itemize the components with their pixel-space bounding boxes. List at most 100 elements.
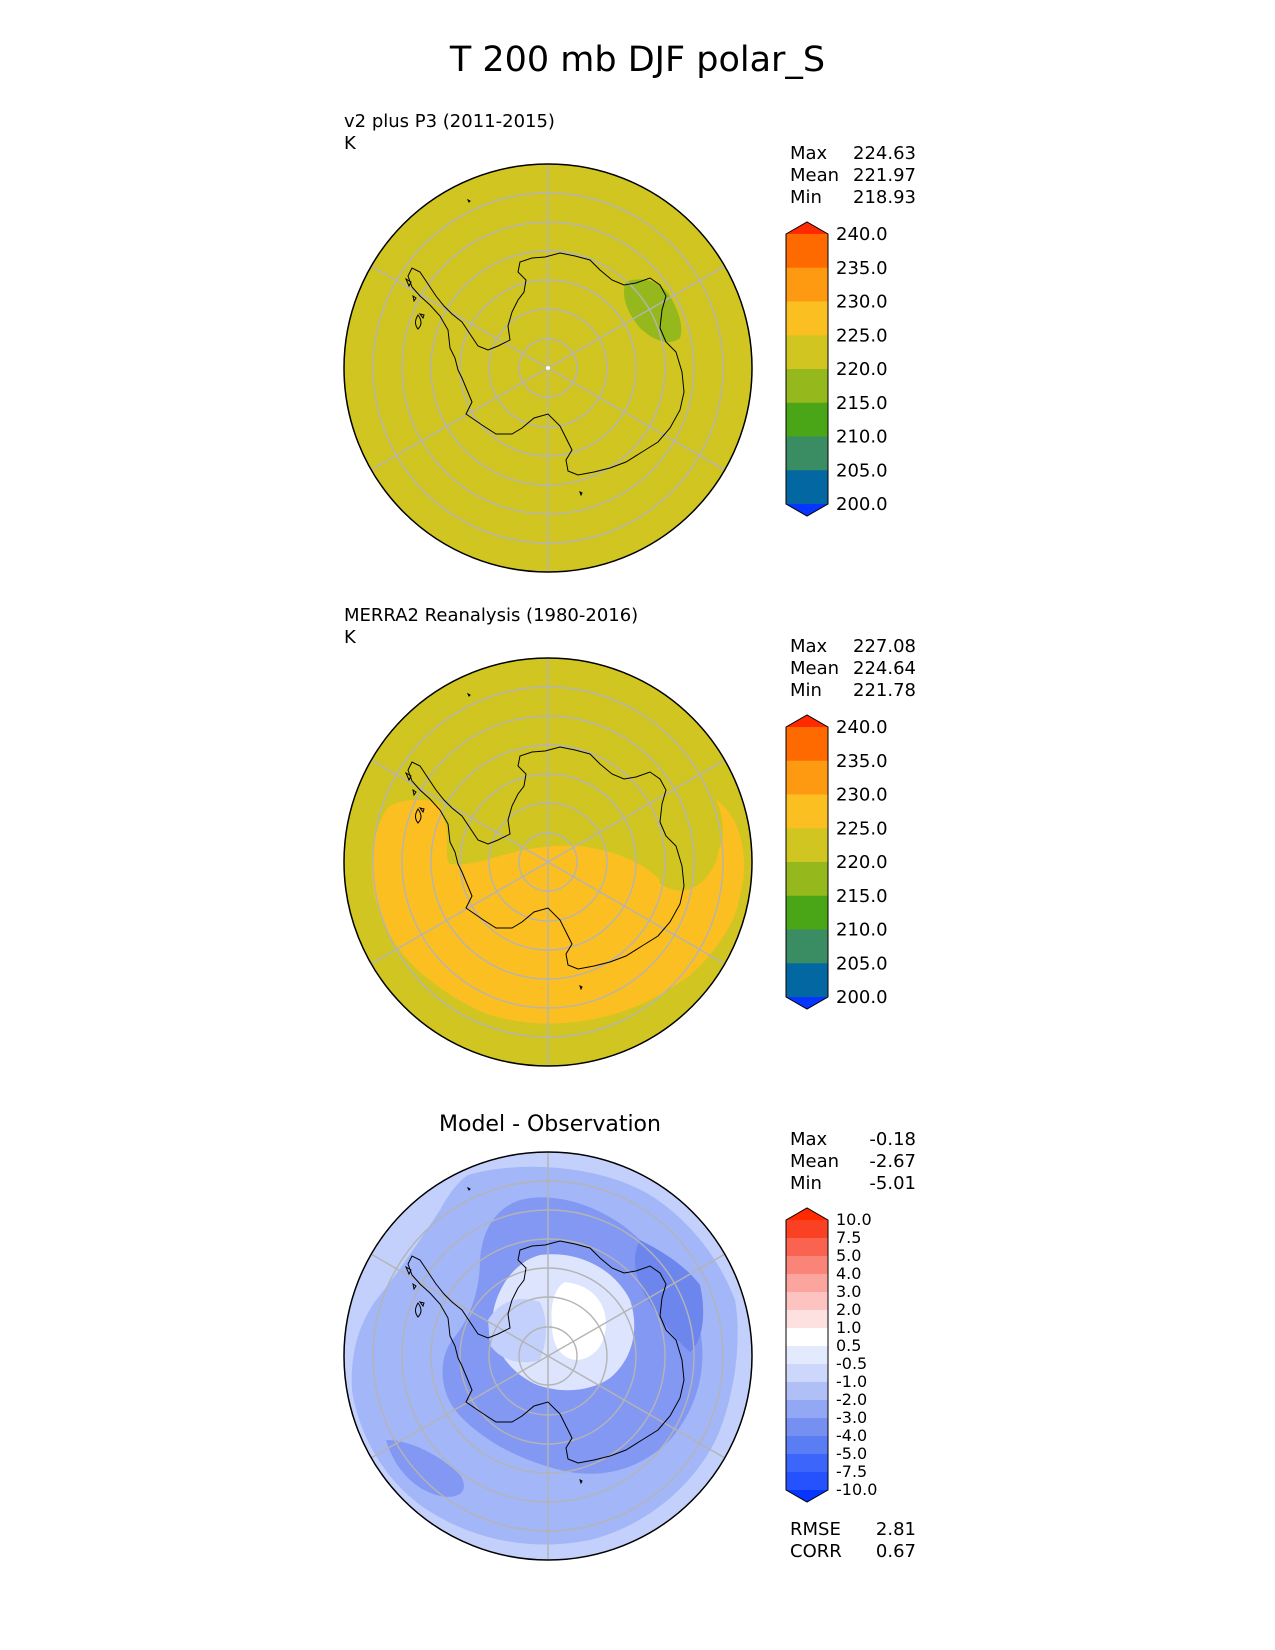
panel2-colorbar-tick-label: 200.0	[836, 987, 888, 1008]
panel3-colorbar-tick-label: -10.0	[836, 1480, 877, 1499]
panel3-colorbar-tick-label: -3.0	[836, 1408, 867, 1427]
panel3-colorbar-extend-min	[786, 1490, 828, 1502]
panel3-metrics: RMSE 2.81 CORR 0.67	[790, 1519, 916, 1563]
panel1-field-background	[344, 164, 752, 572]
panel3-colorbar-bin	[786, 1238, 828, 1257]
panel1-colorbar-extend-min	[786, 504, 828, 516]
panel1-stats: Max 224.63 Mean 221.97 Min 218.93	[790, 143, 916, 209]
panel3-colorbar: -10.0-7.5-5.0-4.0-3.0-2.0-1.0-0.50.51.02…	[785, 1207, 877, 1503]
panel1-map-border	[343, 163, 753, 573]
panel3-stat-mean: Mean -2.67	[790, 1151, 916, 1172]
panel3-stats: Max -0.18 Mean -2.67 Min -5.01	[790, 1129, 916, 1195]
panel1-colorbar-tick-label: 230.0	[836, 292, 888, 313]
panel2-units: K	[344, 627, 356, 648]
panel3-colorbar-bin	[786, 1220, 828, 1239]
panel3-colorbar-tick-label: 4.0	[836, 1264, 861, 1283]
panel2-colorbar-extend-max	[786, 715, 828, 727]
panel2-map-border	[343, 657, 753, 1067]
panel1-colorbar-tick-label: 200.0	[836, 494, 888, 515]
panel3-colorbar-bin	[786, 1382, 828, 1401]
panel2-map	[343, 657, 753, 1067]
panel3-map-border	[343, 1151, 753, 1561]
panel1-map	[343, 163, 753, 573]
panel1-field-green-east	[623, 279, 682, 343]
panel1-colorbar-outline	[785, 221, 829, 517]
panel3-colorbar-extend-max	[786, 1208, 828, 1220]
panel1-colorbar-bin	[786, 436, 828, 471]
panel2-colorbar-tick-label: 225.0	[836, 818, 888, 839]
panel2-colorbar-tick-label: 210.0	[836, 920, 888, 941]
panel3-field-dark-southwest	[386, 1440, 464, 1497]
panel3-colorbar-outline	[785, 1207, 829, 1503]
panel1-colorbar-bin	[786, 369, 828, 404]
panel1-colorbar-bin	[786, 402, 828, 438]
panel3-colorbar-tick-label: -0.5	[836, 1354, 867, 1373]
panel3-colorbar-tick-label: -7.5	[836, 1462, 867, 1481]
panel1-colorbar-tick-label: 240.0	[836, 224, 888, 245]
panel3-colorbar-bin	[786, 1328, 828, 1347]
figure-title: T 200 mb DJF polar_S	[449, 40, 826, 80]
panel2-colorbar-bin	[786, 760, 828, 796]
panel1-colorbar-bin	[786, 267, 828, 303]
panel2-colorbar-tick-label: 240.0	[836, 717, 888, 738]
panel1-colorbar-tick-label: 210.0	[836, 427, 888, 448]
panel3-colorbar-bin	[786, 1418, 828, 1437]
panel1-colorbar-bin	[786, 301, 828, 336]
panel3-colorbar-tick-label: 2.0	[836, 1300, 861, 1319]
panel1-colorbar: 200.0 205.0 210.0 215.0 220.0 225.0 230.0 235.0…	[785, 221, 888, 517]
panel1-colorbar-tick-label: 235.0	[836, 258, 888, 279]
panel1-units: K	[344, 133, 356, 154]
panel3-stat-min: Min -5.01	[790, 1173, 916, 1194]
panel2-stats: Max 227.08 Mean 224.64 Min 221.78	[790, 636, 916, 702]
panel1-stat-mean: Mean 221.97	[790, 165, 916, 186]
panel2-colorbar-tick-label: 215.0	[836, 886, 888, 907]
panel2-colorbar-bin	[786, 727, 828, 762]
panel1-colorbar-extend-max	[786, 222, 828, 234]
panel1-title: v2 plus P3 (2011-2015)	[344, 111, 555, 132]
panel3-colorbar-tick-label: 3.0	[836, 1282, 861, 1301]
panel3-colorbar-tick-label: -1.0	[836, 1372, 867, 1391]
panel2-colorbar-tick-label: 230.0	[836, 785, 888, 806]
panel3-colorbar-tick-label: -5.0	[836, 1444, 867, 1463]
panel3-map	[343, 1151, 753, 1561]
panel3-colorbar-bin	[786, 1292, 828, 1311]
panel2-colorbar-bin	[786, 828, 828, 863]
panel3-colorbar-tick-label: -4.0	[836, 1426, 867, 1445]
panel3-colorbar-bin	[786, 1364, 828, 1383]
panel2-colorbar-tick-label: 205.0	[836, 953, 888, 974]
panel3-colorbar-bin	[786, 1472, 828, 1491]
panel3-metric-rmse: RMSE 2.81	[790, 1519, 916, 1540]
panel1-pole-marker	[546, 366, 550, 370]
panel3-colorbar-tick-label: -2.0	[836, 1390, 867, 1409]
panel1-colorbar-bin	[786, 335, 828, 370]
panel3-colorbar-bin	[786, 1256, 828, 1275]
panel1-colorbar-tick-label: 205.0	[836, 460, 888, 481]
panel3-colorbar-bin	[786, 1310, 828, 1329]
panel3-colorbar-tick-label: 0.5	[836, 1336, 861, 1355]
colorbars: 200.0 205.0 210.0 215.0 220.0 225.0 230.0 235.0…	[785, 221, 888, 1503]
panel3-colorbar-bin	[786, 1274, 828, 1293]
panel2-colorbar-bin	[786, 929, 828, 964]
panel2-colorbar-bin	[786, 794, 828, 829]
panel2-colorbar-outline	[785, 714, 829, 1010]
panel3-colorbar-tick-label: 7.5	[836, 1228, 861, 1247]
panel2-stat-mean: Mean 224.64	[790, 658, 916, 679]
panel2-stat-min: Min 221.78	[790, 680, 916, 701]
panel2-field-orange-lobe	[371, 800, 745, 1022]
panel2-colorbar-bin	[786, 963, 828, 998]
panel3-field-lightest-center	[551, 1282, 606, 1360]
panel3-metric-corr: CORR 0.67	[790, 1541, 916, 1562]
panel3-colorbar-bin	[786, 1454, 828, 1473]
panel2-title: MERRA2 Reanalysis (1980-2016)	[344, 605, 639, 626]
panel1-colorbar-bin	[786, 234, 828, 269]
panel3-title: Model - Observation	[439, 1112, 661, 1137]
panel1-stat-max: Max 224.63	[790, 143, 916, 164]
panel3-colorbar-bin	[786, 1346, 828, 1365]
panel1-stat-min: Min 218.93	[790, 187, 916, 208]
panel1-colorbar-tick-label: 225.0	[836, 325, 888, 346]
panel2-colorbar-tick-label: 235.0	[836, 751, 888, 772]
panel1-colorbar-tick-label: 215.0	[836, 393, 888, 414]
panel2-colorbar: 200.0 205.0 210.0 215.0 220.0 225.0 230.0 235.0…	[785, 714, 888, 1010]
panel3-colorbar-bin	[786, 1400, 828, 1419]
